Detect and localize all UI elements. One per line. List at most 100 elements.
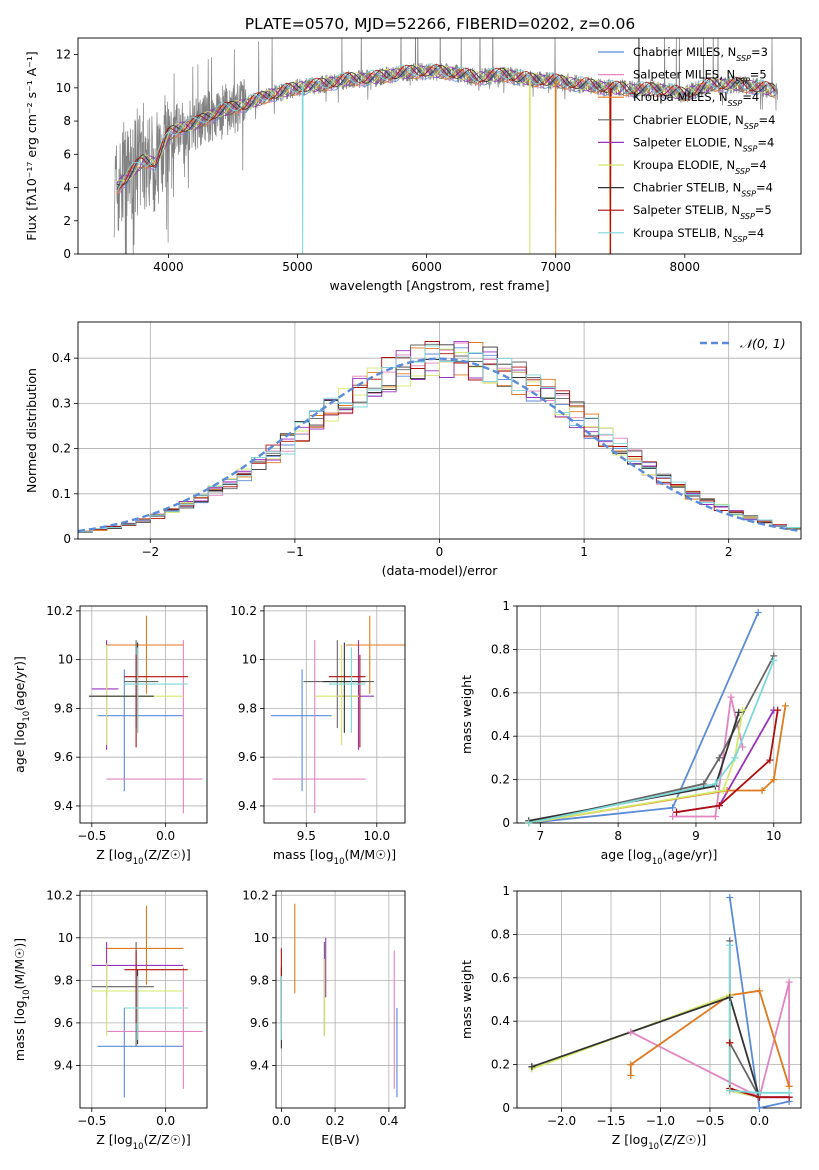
x-axis-label: Z [log10(Z/Z☉)]	[96, 1132, 191, 1152]
axes-frame	[77, 37, 802, 255]
weight-marker-salpeter_stelib	[673, 808, 681, 816]
legend-label-salpeter_elodie: Salpeter ELODIE, NSSP=4	[633, 135, 774, 153]
legend-label-kroupa_stelib: Kroupa STELIB, NSSP=4	[633, 226, 764, 244]
x-tick-label: 0	[436, 545, 444, 559]
weight-marker-kroupa_stelib	[726, 941, 734, 949]
weight-marker-salpeter_stelib	[726, 1039, 734, 1047]
axes-frame	[77, 321, 802, 540]
y-tick-label: 9.6	[238, 750, 257, 764]
y-tick-label: 0	[63, 247, 71, 261]
weight-marker-chabrier_elodie	[700, 780, 708, 788]
legend-label-kroupa_elodie: Kroupa ELODIE, NSSP=4	[633, 158, 767, 176]
weight-line-kroupa_elodie	[528, 710, 744, 823]
y-axis-label: mass weight	[459, 960, 474, 1039]
gaussian-reference-line	[78, 357, 801, 533]
y-axis-label: mass [log10(M/M☉)]	[12, 938, 32, 1061]
y-tick-label: 0.4	[491, 1014, 510, 1028]
weight-marker-kroupa_stelib	[785, 1089, 793, 1097]
model-spectrum-kroupa_miles	[116, 66, 776, 195]
weight-marker-salpeter_miles	[727, 693, 735, 701]
x-tick-label: −1.5	[596, 1114, 625, 1128]
weight-marker-salpeter_miles	[739, 743, 747, 751]
age_vs_z-axes: −0.5 0.0 9.4 9.6 9.8 10 10.2	[46, 604, 208, 843]
x-axis-label: Z [log10(Z/Z☉)]	[96, 847, 191, 867]
x-tick-label: 8000	[670, 260, 701, 274]
weight-marker-kroupa_stelib	[755, 1089, 763, 1097]
x-tick-label: −0.5	[695, 1114, 724, 1128]
x-tick-label: 5000	[282, 260, 313, 274]
y-tick-label: 10	[56, 81, 71, 95]
x-tick-label: 7000	[540, 260, 571, 274]
weight-marker-kroupa_stelib	[770, 656, 778, 664]
y-tick-label: 10.2	[46, 888, 73, 902]
y-tick-label: 8	[63, 114, 71, 128]
y-tick-label: 9.4	[54, 799, 73, 813]
y-tick-label: 9.4	[250, 1058, 269, 1072]
axes-frame	[79, 605, 208, 824]
axes-frame	[79, 890, 208, 1109]
y-axis-label: age [log10(age/yr)]	[12, 656, 32, 773]
y-tick-label: 1	[502, 884, 510, 898]
weight-marker-chabrier_miles	[669, 804, 677, 812]
model-dip-kroupa_stelib	[301, 87, 304, 254]
weight-line-salpeter_stelib	[676, 710, 779, 813]
x-tick-label: 8	[614, 829, 622, 843]
y-tick-label: 9.6	[54, 750, 73, 764]
x-tick-label: 10.0	[363, 829, 390, 843]
y-tick-label: 9.4	[238, 799, 257, 813]
y-tick-label: 1	[502, 599, 510, 613]
x-tick-label: 0.0	[272, 1114, 291, 1128]
mass_vs_ebv-plot-area	[276, 891, 405, 1108]
model-spectrum-salpeter_stelib	[116, 64, 776, 190]
age_vs_z-plot-area	[80, 606, 207, 823]
y-tick-label: 9.8	[238, 701, 257, 715]
mass_vs_ebv-axes: 0.0 0.2 0.4 9.4 9.6 9.8 10 10.2	[242, 888, 406, 1128]
legend-label-salpeter_miles: Salpeter MILES, NSSP=5	[633, 68, 767, 86]
residuals-axes: −2 −1 0 1 2 0 0.1 0.2 0.3 0.4	[52, 321, 802, 559]
x-tick-label: −1.0	[646, 1114, 675, 1128]
y-tick-label: 10	[254, 931, 269, 945]
weight-marker-chabrier_miles	[755, 1104, 763, 1112]
weight-marker-kroupa_elodie	[719, 786, 727, 794]
y-tick-label: 0.8	[491, 927, 510, 941]
weight-marker-kroupa_miles	[755, 987, 763, 995]
model-spectrum-chabrier_stelib	[116, 64, 776, 186]
y-tick-label: 10	[58, 653, 73, 667]
weight-marker-chabrier_stelib	[735, 708, 743, 716]
mass_vs_z-plot-area	[80, 891, 207, 1108]
x-tick-label: 7	[537, 829, 545, 843]
y-axis-label: mass weight	[459, 675, 474, 754]
weight-marker-kroupa_miles	[770, 776, 778, 784]
axes-frame	[516, 605, 802, 824]
x-tick-label: 2	[725, 545, 733, 559]
legend-label-salpeter_stelib: Salpeter STELIB, NSSP=5	[633, 203, 772, 221]
age_vs_mass-axes: 9.5 10.0 9.4 9.6 9.8 10 10.2	[230, 604, 406, 843]
model-dip-kroupa_miles	[554, 81, 557, 254]
axes-frame	[263, 605, 406, 824]
x-tick-label: 10	[766, 829, 781, 843]
model-dip-salpeter_stelib	[609, 88, 612, 254]
weight-marker-salpeter_miles	[627, 1028, 635, 1036]
y-tick-label: 9.6	[250, 1016, 269, 1030]
weight-marker-kroupa_miles	[785, 1082, 793, 1090]
x-tick-label: 9.5	[297, 829, 316, 843]
y-tick-label: 10.2	[242, 888, 269, 902]
y-tick-label: 0.1	[52, 487, 71, 501]
x-tick-label: 6000	[411, 260, 442, 274]
figure-title: PLATE=0570, MJD=52266, FIBERID=0202, z=0…	[245, 15, 635, 33]
weight-marker-kroupa_miles	[627, 1061, 635, 1069]
x-axis-label: mass [log10(M/M☉)]	[273, 847, 396, 867]
weight-marker-chabrier_miles	[754, 609, 762, 617]
y-tick-label: 0.2	[491, 773, 510, 787]
spectrum-plot-area	[113, 38, 779, 254]
x-tick-label: 4000	[153, 260, 184, 274]
legend-label-chabrier_elodie: Chabrier ELODIE, NSSP=4	[633, 113, 775, 131]
weight-line-kroupa_stelib	[528, 659, 775, 823]
y-tick-label: 12	[56, 48, 71, 62]
y-tick-label: 9.8	[250, 973, 269, 987]
y-tick-label: 0.8	[491, 642, 510, 656]
weight-marker-kroupa_miles	[781, 702, 789, 710]
y-tick-label: 0.6	[491, 686, 510, 700]
y-tick-label: 9.6	[54, 1016, 73, 1030]
y-tick-label: 9.8	[54, 973, 73, 987]
